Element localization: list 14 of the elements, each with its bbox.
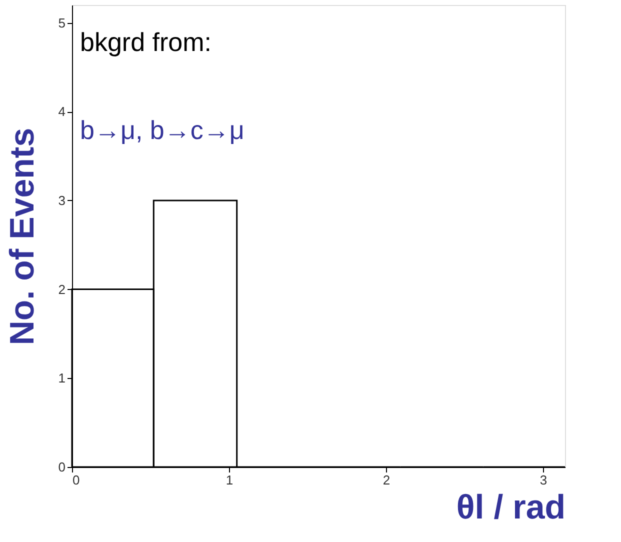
annotation: bkgrd from: xyxy=(80,27,212,57)
y-tick-label: 4 xyxy=(58,104,66,120)
y-tick-label: 1 xyxy=(58,370,66,386)
y-tick-label: 3 xyxy=(58,192,66,208)
y-tick-label: 0 xyxy=(58,460,66,474)
y-tick-label: 2 xyxy=(58,282,66,297)
x-tick-label: 0 xyxy=(72,472,80,488)
annotation: b→μ, b→c→μ xyxy=(80,115,244,145)
x-axis-title: θl / rad xyxy=(456,488,566,526)
x-tick-label: 1 xyxy=(226,472,234,488)
y-axis-title: No. of Events xyxy=(3,128,42,346)
x-tick-label: 3 xyxy=(540,472,548,488)
x-tick-label: 2 xyxy=(382,472,390,488)
y-tick-label: 5 xyxy=(58,15,66,30)
